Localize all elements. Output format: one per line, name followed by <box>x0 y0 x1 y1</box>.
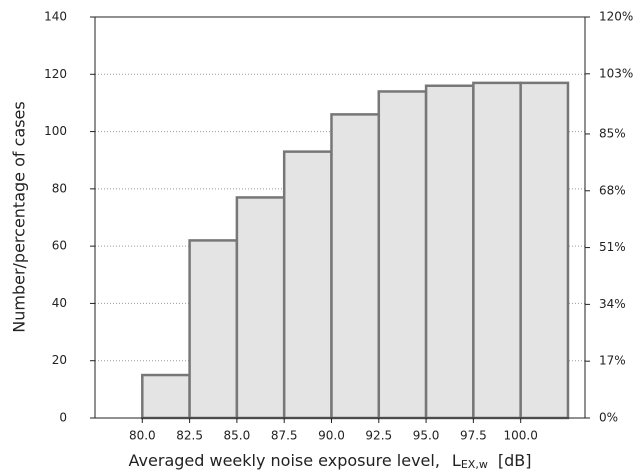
x-tick-label: 92.5 <box>365 429 392 443</box>
x-label-unit: [dB] <box>498 451 532 470</box>
y-tick-label: 60 <box>52 239 67 253</box>
x-label-subscript: EX,w <box>461 458 488 471</box>
x-label-symbol: L <box>452 451 461 470</box>
x-tick-label: 87.5 <box>271 429 298 443</box>
bar <box>424 84 475 420</box>
x-tick-label: 97.5 <box>460 429 487 443</box>
y-tick-label: 120 <box>44 67 67 81</box>
y-tick-label: 0 <box>59 411 67 425</box>
x-tick-label: 85.0 <box>224 429 251 443</box>
x-tick-label: 90.0 <box>318 429 345 443</box>
y-tick-label: 80 <box>52 181 67 195</box>
y-axis-label: Number/percentage of cases <box>10 101 29 332</box>
y-tick-label: 40 <box>52 296 67 310</box>
x-tick-label: 100.0 <box>503 429 537 443</box>
bar <box>472 81 522 420</box>
y2-tick-label: 51% <box>599 240 626 254</box>
y2-tick-label: 120% <box>599 10 633 24</box>
y-tick-label: 20 <box>52 353 67 367</box>
x-tick-label: 80.0 <box>129 429 156 443</box>
y2-tick-label: 17% <box>599 354 626 368</box>
y2-tick-label: 34% <box>599 297 626 311</box>
y-tick-label: 140 <box>44 10 67 24</box>
bar <box>188 239 239 420</box>
x-axis-label: Averaged weekly noise exposure level, LEX… <box>129 451 532 472</box>
bar <box>282 150 333 420</box>
plot-frame <box>94 16 586 419</box>
bar <box>377 90 428 420</box>
x-tick-label: 82.5 <box>176 429 203 443</box>
bar <box>519 81 570 420</box>
bar <box>141 373 191 420</box>
bar <box>235 196 286 420</box>
y2-tick-label: 0% <box>599 411 618 425</box>
y-tick-label: 100 <box>44 124 67 138</box>
y2-tick-label: 68% <box>599 183 626 197</box>
y2-tick-label: 85% <box>599 126 626 140</box>
x-tick-label: 95.0 <box>413 429 440 443</box>
y2-tick-label: 103% <box>599 66 633 80</box>
x-label-text: Averaged weekly noise exposure level, <box>129 451 440 470</box>
bar <box>330 113 381 420</box>
